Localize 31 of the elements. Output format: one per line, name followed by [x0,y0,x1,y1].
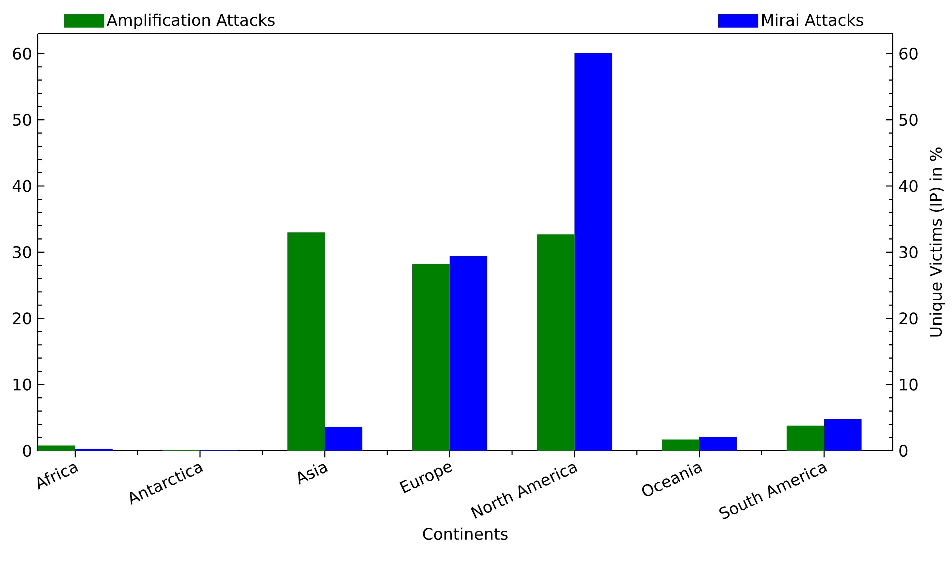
y-axis-title: Unique Victims (IP) in % [930,148,946,337]
y-tick-label: 20 [900,312,918,325]
bar [288,232,326,451]
y-tick-label: 0 [900,444,908,458]
y2-tick-label: 20 [13,312,32,325]
bar [38,446,76,451]
bar [537,234,575,451]
bar [700,437,737,451]
y2-tick-label: 50 [13,114,32,126]
bar [325,427,363,451]
y2-tick-label: 30 [13,246,32,258]
y2-tick-label: 40 [12,180,32,192]
y-tick-label: 10 [900,378,918,391]
y-tick-label: 50 [900,114,918,126]
x-axis-title: Continents [423,528,508,540]
y-tick-label: 30 [900,246,918,258]
bar [450,256,488,451]
bar [824,419,862,451]
legend-label: Mirai Attacks [762,14,864,26]
bar [786,426,824,451]
y2-tick-label: 10 [14,378,32,391]
y2-tick-label: 0 [23,444,32,458]
y2-tick-label: 60 [13,48,32,60]
bar [574,53,612,451]
bar [412,264,450,451]
y-tick-label: 60 [900,48,918,60]
bar [662,440,700,451]
legend-label: Amplification Attacks [106,14,275,30]
x-tick-label: Africa [38,464,78,490]
x-tick-label: Asia [298,464,328,485]
y-tick-label: 40 [899,180,918,192]
